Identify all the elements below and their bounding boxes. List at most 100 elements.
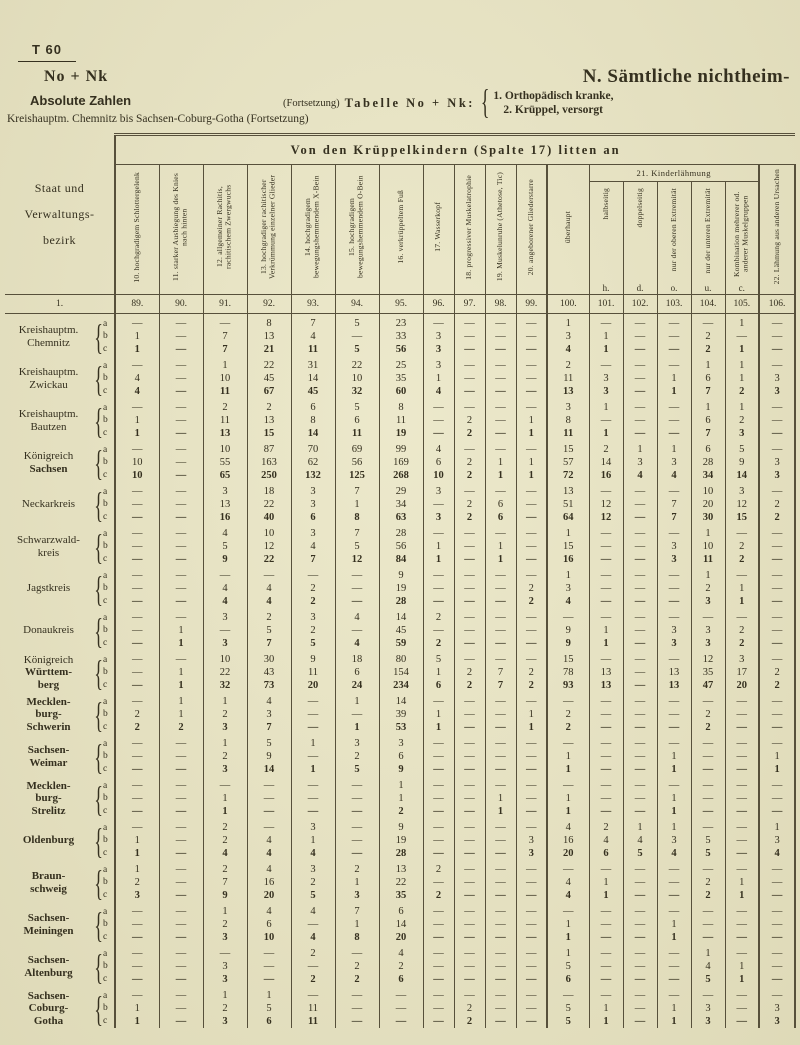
table-cell: — <box>690 818 725 834</box>
table-cell: — <box>724 834 759 847</box>
table-cell: — <box>588 776 623 792</box>
table-cell: — <box>453 313 485 330</box>
table-cell: 234 <box>378 679 423 692</box>
table-cell: 22 <box>246 356 291 372</box>
table-cell: 1 <box>656 805 691 818</box>
table-cell: 1 <box>656 763 691 776</box>
table-cell: — <box>158 834 203 847</box>
table-cell: 1 <box>202 792 247 805</box>
table-cell: — <box>158 540 203 553</box>
table-cell: 1 <box>334 498 379 511</box>
table-cell: 12 <box>724 498 759 511</box>
table-cell: 1 <box>158 637 203 650</box>
row-group-label: Mecklen-burg- Schwerin {a b c <box>5 692 116 734</box>
table-cell: — <box>422 734 454 750</box>
table-cell: 4 <box>622 469 657 482</box>
table-cell: — <box>757 805 797 818</box>
table-cell: — <box>422 847 454 860</box>
table-cell: 1 <box>334 692 379 708</box>
table-cell: — <box>453 482 485 498</box>
table-cell: 7 <box>202 330 247 343</box>
table-cell: 2 <box>202 860 247 876</box>
table-cell: — <box>334 330 379 343</box>
table-cell: — <box>546 608 589 624</box>
data-row-a: Königreich Sachsen{a b c — —10 87 70 69 99 4— — —15 2… <box>5 440 797 482</box>
table-cell: 3 <box>202 931 247 944</box>
table-cell: — <box>158 511 203 524</box>
table-cell: 34 <box>378 498 423 511</box>
row-brace: { <box>94 988 103 1029</box>
table-cell: — <box>158 427 203 440</box>
table-cell: — <box>114 313 159 330</box>
table-cell: — <box>656 398 691 414</box>
table-cell: 2 <box>114 721 159 734</box>
table-cell: — <box>588 734 623 750</box>
table-cell: 2 <box>422 608 454 624</box>
table-cell: — <box>422 595 454 608</box>
table-cell: — <box>515 356 547 372</box>
table-cell: 45 <box>246 372 291 385</box>
row-group-label: Sachsen- Altenburg {a b c <box>5 944 116 986</box>
table-cell: 1 <box>656 750 691 763</box>
table-cell: 3 <box>656 637 691 650</box>
table-cell: 4 <box>656 847 691 860</box>
table-cell: — <box>656 860 691 876</box>
table-cell: 1 <box>724 960 759 973</box>
table-caption-block: (Fortsetzung) Tabelle No + Nk: { 1. Orth… <box>283 85 613 120</box>
table-cell: — <box>515 973 547 986</box>
table-cell: 16 <box>246 876 291 889</box>
table-cell: — <box>158 763 203 776</box>
table-cell: — <box>757 708 797 721</box>
table-cell: 1 <box>114 414 159 427</box>
state-name: Mecklen-burg- Schwerin <box>26 695 71 733</box>
table-cell: 13 <box>202 498 247 511</box>
table-cell: 1 <box>656 818 691 834</box>
table-cell: — <box>757 608 797 624</box>
table-cell: 2 <box>290 582 335 595</box>
table-cell: 2 <box>588 440 623 456</box>
table-cell: — <box>158 566 203 582</box>
table-cell: — <box>656 595 691 608</box>
table-cell: — <box>158 1002 203 1015</box>
data-row-a: Kreishauptm. Bautzen{a b c — —2 2 6 5 8— — — —3 1— —1 1… <box>5 398 797 440</box>
table-cell: — <box>453 356 485 372</box>
table-cell: 3 <box>622 456 657 469</box>
table-cell: 93 <box>546 679 589 692</box>
table-cell: — <box>453 818 485 834</box>
table-cell: — <box>246 566 291 582</box>
row-group-label: Neckarkreis {a b c <box>5 482 116 524</box>
table-cell: — <box>114 750 159 763</box>
table-cell: 14 <box>588 456 623 469</box>
table-cell: — <box>622 498 657 511</box>
statistics-table: Staat und Verwaltungs- bezirk Von den Kr… <box>5 133 797 1029</box>
table-cell: 4 <box>246 860 291 876</box>
data-row-c: 1—4 4 4—28— — —3 20 6 5 4 5—4 <box>5 847 797 860</box>
table-cell: 60 <box>378 385 423 398</box>
table-cell: — <box>515 889 547 902</box>
table-cell: — <box>114 356 159 372</box>
table-cell: — <box>757 313 797 330</box>
table-cell: — <box>546 734 589 750</box>
state-group: Königreich Sachsen{a b c — —10 87 70 69 99 4— — —15 2… <box>5 440 797 482</box>
table-cell: — <box>484 889 516 902</box>
table-cell: 1 <box>724 343 759 356</box>
table-cell: — <box>453 889 485 902</box>
table-cell: — <box>484 763 516 776</box>
table-cell: — <box>158 860 203 876</box>
state-group: Königreich Württem-berg{a b c — —10 30 9 18 80 5— —… <box>5 650 797 692</box>
table-cell: 19 <box>378 582 423 595</box>
table-cell: 33 <box>378 330 423 343</box>
table-cell: 1 <box>484 553 516 566</box>
table-cell: 22 <box>246 553 291 566</box>
table-cell: 1 <box>484 469 516 482</box>
stub-line: bezirk <box>43 233 76 248</box>
table-cell: 15 <box>724 511 759 524</box>
table-cell: 3 <box>202 973 247 986</box>
table-cell: — <box>453 902 485 918</box>
table-cell: — <box>453 708 485 721</box>
table-cell: — <box>484 876 516 889</box>
table-cell: 1 <box>114 1002 159 1015</box>
row-brace: { <box>94 358 103 399</box>
table-cell: — <box>484 986 516 1002</box>
